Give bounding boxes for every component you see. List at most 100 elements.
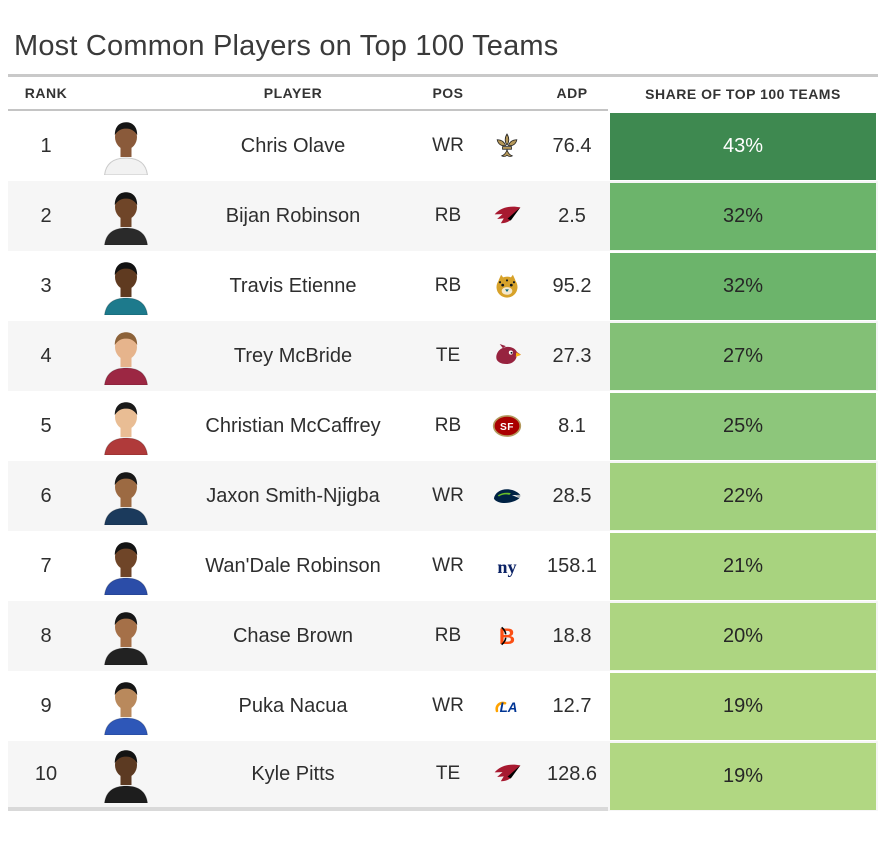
players-table: RANK PLAYER POS ADP SHARE OF TOP 100 TEA… [8, 74, 878, 811]
team-logo-cell [478, 251, 536, 321]
team-logo-cell [478, 741, 536, 811]
player-headshot [84, 601, 168, 671]
adp-value: 8.1 [558, 414, 586, 437]
player-avatar-image [103, 542, 149, 595]
team-logo-cell: SF [478, 391, 536, 461]
atlanta-falcons-logo [494, 764, 521, 782]
player-name: Trey McBride [233, 344, 353, 367]
player-name: Wan'Dale Robinson [205, 554, 381, 577]
column-header-logo-spacer [478, 77, 536, 111]
share-value: 19% [610, 742, 876, 810]
adp-value: 27.3 [552, 344, 592, 367]
rank-value: 3 [40, 274, 52, 297]
player-position: RB [434, 275, 462, 296]
adp-value: 28.5 [552, 484, 592, 507]
rank-value: 2 [40, 204, 52, 227]
share-value: 25% [610, 392, 876, 460]
table-row: 10 Kyle Pitts TE 1 [8, 741, 878, 811]
player-headshot [84, 321, 168, 391]
share-value: 21% [610, 532, 876, 600]
share-cell: 43% [608, 111, 878, 181]
player-position: RB [434, 415, 462, 436]
player-name: Kyle Pitts [168, 741, 418, 811]
share-value: 20% [610, 602, 876, 670]
svg-text:ny: ny [497, 557, 516, 577]
player-avatar-image [103, 122, 149, 175]
player-position: TE [435, 345, 461, 366]
table-row: 7 Wan'Dale Robinson WR ny 158.1 [8, 531, 878, 601]
player-headshot [84, 461, 168, 531]
new-york-giants-logo: ny [497, 557, 516, 577]
player-avatar-image [103, 332, 149, 385]
table-row: 1 Chris Olave WR [8, 111, 878, 181]
player-avatar-image [103, 402, 149, 455]
team-logo-cell: ny [478, 531, 536, 601]
player-name: Chase Brown [232, 624, 354, 647]
player-name: Bijan Robinson [225, 204, 361, 227]
column-header-share: SHARE OF TOP 100 TEAMS [645, 86, 841, 102]
rank-value: 4 [40, 344, 52, 367]
share-cell: 21% [608, 531, 878, 601]
adp-value: 12.7 [552, 694, 592, 717]
table-header-row: RANK PLAYER POS ADP SHARE OF TOP 100 TEA… [8, 74, 878, 111]
svg-text:B: B [499, 624, 515, 649]
player-position: TE [418, 741, 478, 811]
player-name: Christian McCaffrey [205, 414, 381, 437]
table-row: 5 Christian McCaffrey RB SF [8, 391, 878, 461]
adp-value: 76.4 [552, 134, 592, 157]
player-avatar-image [103, 750, 149, 803]
share-cell: 19% [608, 671, 878, 741]
player-avatar-image [103, 262, 149, 315]
column-header-player: PLAYER [168, 77, 418, 111]
rank-value: 8 [40, 624, 52, 647]
share-value: 22% [610, 462, 876, 530]
seattle-seahawks-logo [493, 489, 521, 503]
player-headshot [84, 671, 168, 741]
share-value: 32% [610, 182, 876, 250]
table-row: 9 Puka Nacua WR LA [8, 671, 878, 741]
player-position: RB [434, 625, 462, 646]
player-avatar-image [103, 682, 149, 735]
table-row: 2 Bijan Robinson RB [8, 181, 878, 251]
adp-value: 95.2 [552, 274, 592, 297]
share-cell: 27% [608, 321, 878, 391]
svg-text:SF: SF [500, 422, 514, 433]
team-logo-cell [478, 111, 536, 181]
column-header-avatar-spacer [84, 77, 168, 111]
share-cell: 20% [608, 601, 878, 671]
table-row: 8 Chase Brown RB B [8, 601, 878, 671]
rank-value: 9 [40, 694, 52, 717]
player-headshot [84, 111, 168, 181]
share-cell: 19% [608, 741, 878, 811]
page-title: Most Common Players on Top 100 Teams [14, 30, 559, 62]
player-headshot [84, 531, 168, 601]
share-cell: 25% [608, 391, 878, 461]
share-cell: 22% [608, 461, 878, 531]
los-angeles-rams-logo: LA [495, 700, 517, 715]
share-value: 43% [610, 112, 876, 180]
share-value: 19% [610, 672, 876, 740]
table-row: 6 Jaxon Smith-Njigba WR [8, 461, 878, 531]
rank-value: 10 [8, 741, 84, 811]
player-position: WR [432, 485, 464, 506]
table-row: 4 Trey McBride TE [8, 321, 878, 391]
team-logo-cell [478, 181, 536, 251]
rank-value: 1 [40, 134, 52, 157]
player-position: WR [432, 555, 464, 576]
player-position: WR [432, 135, 464, 156]
player-name: Travis Etienne [229, 274, 357, 297]
column-header-adp: ADP [536, 77, 608, 111]
player-avatar-image [103, 192, 149, 245]
player-name: Jaxon Smith-Njigba [206, 484, 380, 507]
atlanta-falcons-logo [494, 206, 521, 224]
team-logo-cell: LA [478, 671, 536, 741]
arizona-cardinals-logo [496, 344, 521, 365]
page: Most Common Players on Top 100 Teams RAN… [8, 30, 878, 811]
player-avatar-image [103, 472, 149, 525]
team-logo-cell: B [478, 601, 536, 671]
player-headshot [84, 391, 168, 461]
adp-value: 2.5 [558, 204, 586, 227]
player-headshot [84, 251, 168, 321]
adp-value: 128.6 [536, 741, 608, 811]
new-orleans-saints-logo [496, 133, 518, 157]
